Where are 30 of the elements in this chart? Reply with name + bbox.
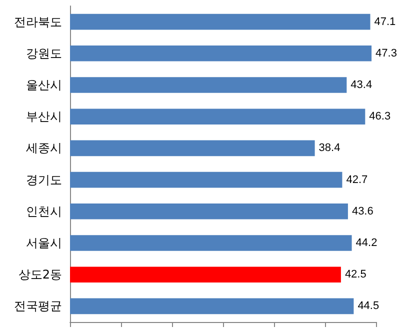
bar: [70, 172, 342, 188]
bar: [70, 235, 352, 251]
data-label: 47.1: [374, 16, 396, 28]
bar: [70, 14, 370, 30]
y-tick-label: 강원도: [26, 46, 62, 60]
bar: [70, 266, 341, 282]
data-label: 38.4: [318, 142, 340, 154]
data-label: 44.5: [358, 300, 380, 312]
data-label: 42.7: [346, 174, 368, 186]
y-tick-label: 세종시: [26, 141, 62, 156]
y-tick-label: 부산시: [26, 110, 62, 124]
bar: [70, 46, 372, 62]
y-tick-label: 전라북도: [14, 14, 62, 29]
bar: [70, 204, 348, 220]
data-label: 42.5: [344, 268, 366, 281]
bar: [70, 298, 354, 314]
y-tick-label: 상도2동: [18, 268, 62, 282]
data-label: 43.4: [350, 79, 372, 91]
y-tick-label: 서울시: [26, 236, 62, 250]
data-label: 43.6: [352, 205, 374, 218]
y-tick-label: 울산시: [26, 78, 62, 92]
data-label: 46.3: [369, 110, 391, 123]
bar: [70, 77, 347, 93]
data-label: 44.2: [356, 237, 378, 249]
y-tick-label: 전국평균: [14, 299, 62, 314]
y-tick-label: 인천시: [26, 204, 62, 218]
y-tick-label: 경기도: [26, 172, 62, 187]
data-label: 47.3: [376, 47, 397, 60]
bar: [70, 108, 366, 124]
bar: [70, 140, 315, 156]
